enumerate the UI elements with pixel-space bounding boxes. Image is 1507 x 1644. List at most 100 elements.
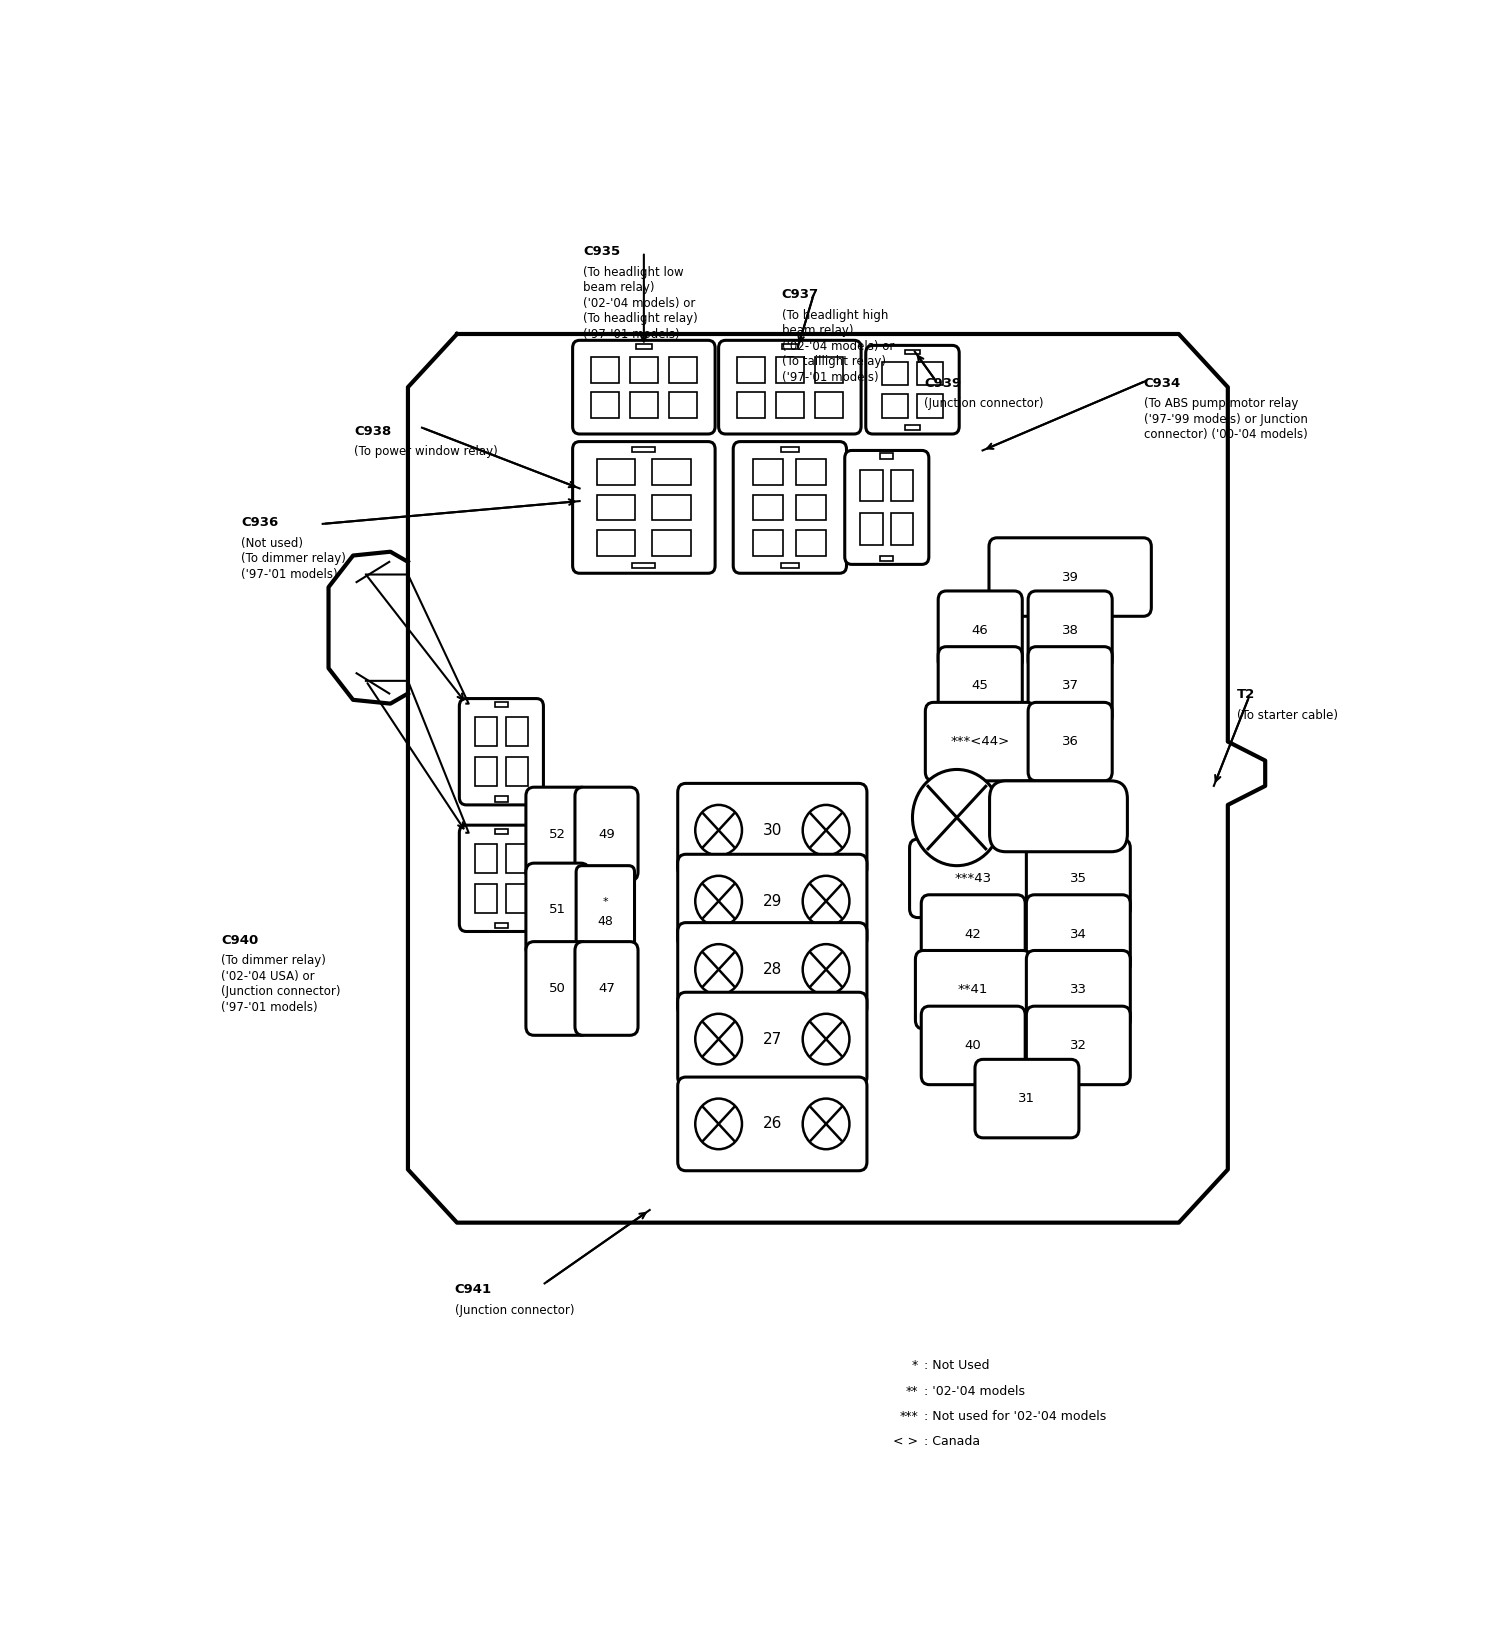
Bar (882, 395, 907, 418)
FancyBboxPatch shape (845, 450, 928, 564)
FancyBboxPatch shape (925, 702, 1035, 781)
FancyBboxPatch shape (1028, 646, 1112, 725)
FancyBboxPatch shape (576, 942, 637, 1036)
Bar (496, 702, 508, 707)
Text: 37: 37 (1061, 679, 1079, 692)
FancyBboxPatch shape (1026, 838, 1130, 917)
Text: C941: C941 (455, 1284, 491, 1297)
FancyBboxPatch shape (734, 442, 847, 574)
FancyBboxPatch shape (678, 922, 867, 1016)
Bar (630, 391, 659, 418)
Text: < >: < > (894, 1435, 918, 1448)
Bar (918, 395, 943, 418)
Text: **41: **41 (958, 983, 989, 996)
Text: **: ** (906, 1384, 918, 1397)
FancyBboxPatch shape (921, 894, 1025, 973)
Text: (Junction connector): (Junction connector) (455, 1304, 574, 1317)
FancyBboxPatch shape (576, 787, 637, 881)
Text: 31: 31 (1019, 1092, 1035, 1105)
Bar (653, 495, 692, 520)
Bar (737, 357, 766, 383)
Text: 51: 51 (549, 904, 567, 916)
Text: *: * (603, 898, 609, 907)
Bar (475, 717, 497, 746)
FancyBboxPatch shape (975, 1059, 1079, 1138)
Text: 39: 39 (1062, 570, 1079, 584)
Text: 35: 35 (1070, 871, 1087, 884)
Text: 48: 48 (597, 914, 613, 927)
Bar (815, 357, 844, 383)
Bar (797, 459, 826, 485)
FancyBboxPatch shape (1028, 590, 1112, 669)
FancyBboxPatch shape (719, 340, 860, 434)
Circle shape (695, 1014, 741, 1064)
Bar (633, 447, 656, 452)
Text: 29: 29 (763, 894, 782, 909)
Text: ***: *** (900, 1411, 918, 1424)
FancyBboxPatch shape (1028, 702, 1112, 781)
Text: 42: 42 (964, 927, 981, 940)
Bar (636, 345, 651, 349)
Text: 52: 52 (549, 827, 567, 840)
Text: 27: 27 (763, 1031, 782, 1047)
Bar (815, 391, 844, 418)
FancyBboxPatch shape (526, 863, 589, 957)
Bar (669, 357, 698, 383)
FancyBboxPatch shape (939, 646, 1022, 725)
Bar (906, 426, 919, 429)
Bar (882, 362, 907, 385)
Text: : Not used for '02-'04 models: : Not used for '02-'04 models (924, 1411, 1106, 1424)
Text: C939: C939 (924, 376, 961, 390)
Bar (669, 391, 698, 418)
Text: (To power window relay): (To power window relay) (354, 446, 497, 459)
FancyBboxPatch shape (460, 699, 544, 806)
Text: (To dimmer relay)
('02-'04 USA) or
(Junction connector)
('97-'01 models): (To dimmer relay) ('02-'04 USA) or (Junc… (222, 954, 341, 1014)
FancyBboxPatch shape (1026, 1006, 1130, 1085)
Text: C940: C940 (222, 934, 258, 947)
Text: C937: C937 (782, 288, 818, 301)
FancyBboxPatch shape (678, 1077, 867, 1171)
Bar (754, 495, 784, 520)
FancyBboxPatch shape (990, 781, 1127, 852)
Text: 45: 45 (972, 679, 989, 692)
Bar (475, 843, 497, 873)
Text: 38: 38 (1062, 623, 1079, 636)
FancyBboxPatch shape (573, 340, 716, 434)
Text: 49: 49 (598, 827, 615, 840)
Text: C938: C938 (354, 426, 392, 439)
Bar (860, 470, 883, 501)
Bar (737, 391, 766, 418)
Bar (496, 922, 508, 929)
FancyBboxPatch shape (915, 950, 1031, 1029)
FancyBboxPatch shape (1026, 894, 1130, 973)
Bar (906, 350, 919, 353)
Text: : Not Used: : Not Used (924, 1360, 990, 1373)
Text: 50: 50 (549, 981, 565, 995)
Text: (Junction connector): (Junction connector) (924, 398, 1044, 411)
Text: : '02-'04 models: : '02-'04 models (924, 1384, 1025, 1397)
FancyBboxPatch shape (573, 442, 716, 574)
Text: (To ABS pump motor relay
('97-'99 models) or Junction
connector) ('00-'04 models: (To ABS pump motor relay ('97-'99 models… (1144, 398, 1308, 441)
Text: (To starter cable): (To starter cable) (1237, 709, 1338, 722)
FancyBboxPatch shape (989, 538, 1151, 616)
FancyBboxPatch shape (526, 787, 589, 881)
Circle shape (803, 1014, 850, 1064)
Text: (To headlight low
beam relay)
('02-'04 models) or
(To headlight relay)
('97-'01 : (To headlight low beam relay) ('02-'04 m… (583, 266, 698, 340)
Text: C934: C934 (1144, 376, 1181, 390)
Bar (505, 717, 527, 746)
Circle shape (695, 876, 741, 927)
Bar (782, 345, 797, 349)
Text: 47: 47 (598, 981, 615, 995)
Bar (653, 529, 692, 556)
Bar (630, 357, 659, 383)
Bar (475, 884, 497, 912)
Bar (505, 884, 527, 912)
Circle shape (803, 1098, 850, 1149)
FancyBboxPatch shape (678, 784, 867, 876)
Circle shape (695, 1098, 741, 1149)
Circle shape (803, 806, 850, 855)
Bar (776, 391, 805, 418)
Bar (754, 459, 784, 485)
Circle shape (912, 769, 1001, 866)
Text: C936: C936 (241, 516, 279, 529)
